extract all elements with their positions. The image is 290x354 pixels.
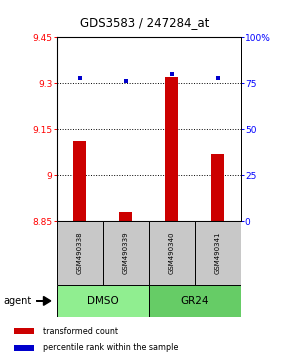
Bar [57,221,103,285]
Point [77,75,82,80]
Text: agent: agent [3,296,31,306]
Text: GSM490340: GSM490340 [169,232,175,274]
Text: transformed count: transformed count [43,327,118,336]
Point [169,71,174,77]
Bar [211,154,224,221]
Bar [148,285,241,317]
Text: percentile rank within the sample: percentile rank within the sample [43,343,178,352]
Text: GDS3583 / 247284_at: GDS3583 / 247284_at [80,16,210,29]
Bar [73,142,86,221]
Bar [57,285,148,317]
Point [215,75,220,80]
Text: GSM490339: GSM490339 [123,232,128,274]
Bar [165,77,178,221]
Text: GR24: GR24 [180,296,209,306]
Bar [195,221,241,285]
Text: GSM490341: GSM490341 [215,232,221,274]
Bar [14,344,34,350]
Point [123,79,128,84]
Text: DMSO: DMSO [87,296,118,306]
Bar [14,329,34,335]
Text: GSM490338: GSM490338 [77,232,83,274]
Bar [103,221,148,285]
Bar [119,212,132,221]
Bar [148,221,195,285]
